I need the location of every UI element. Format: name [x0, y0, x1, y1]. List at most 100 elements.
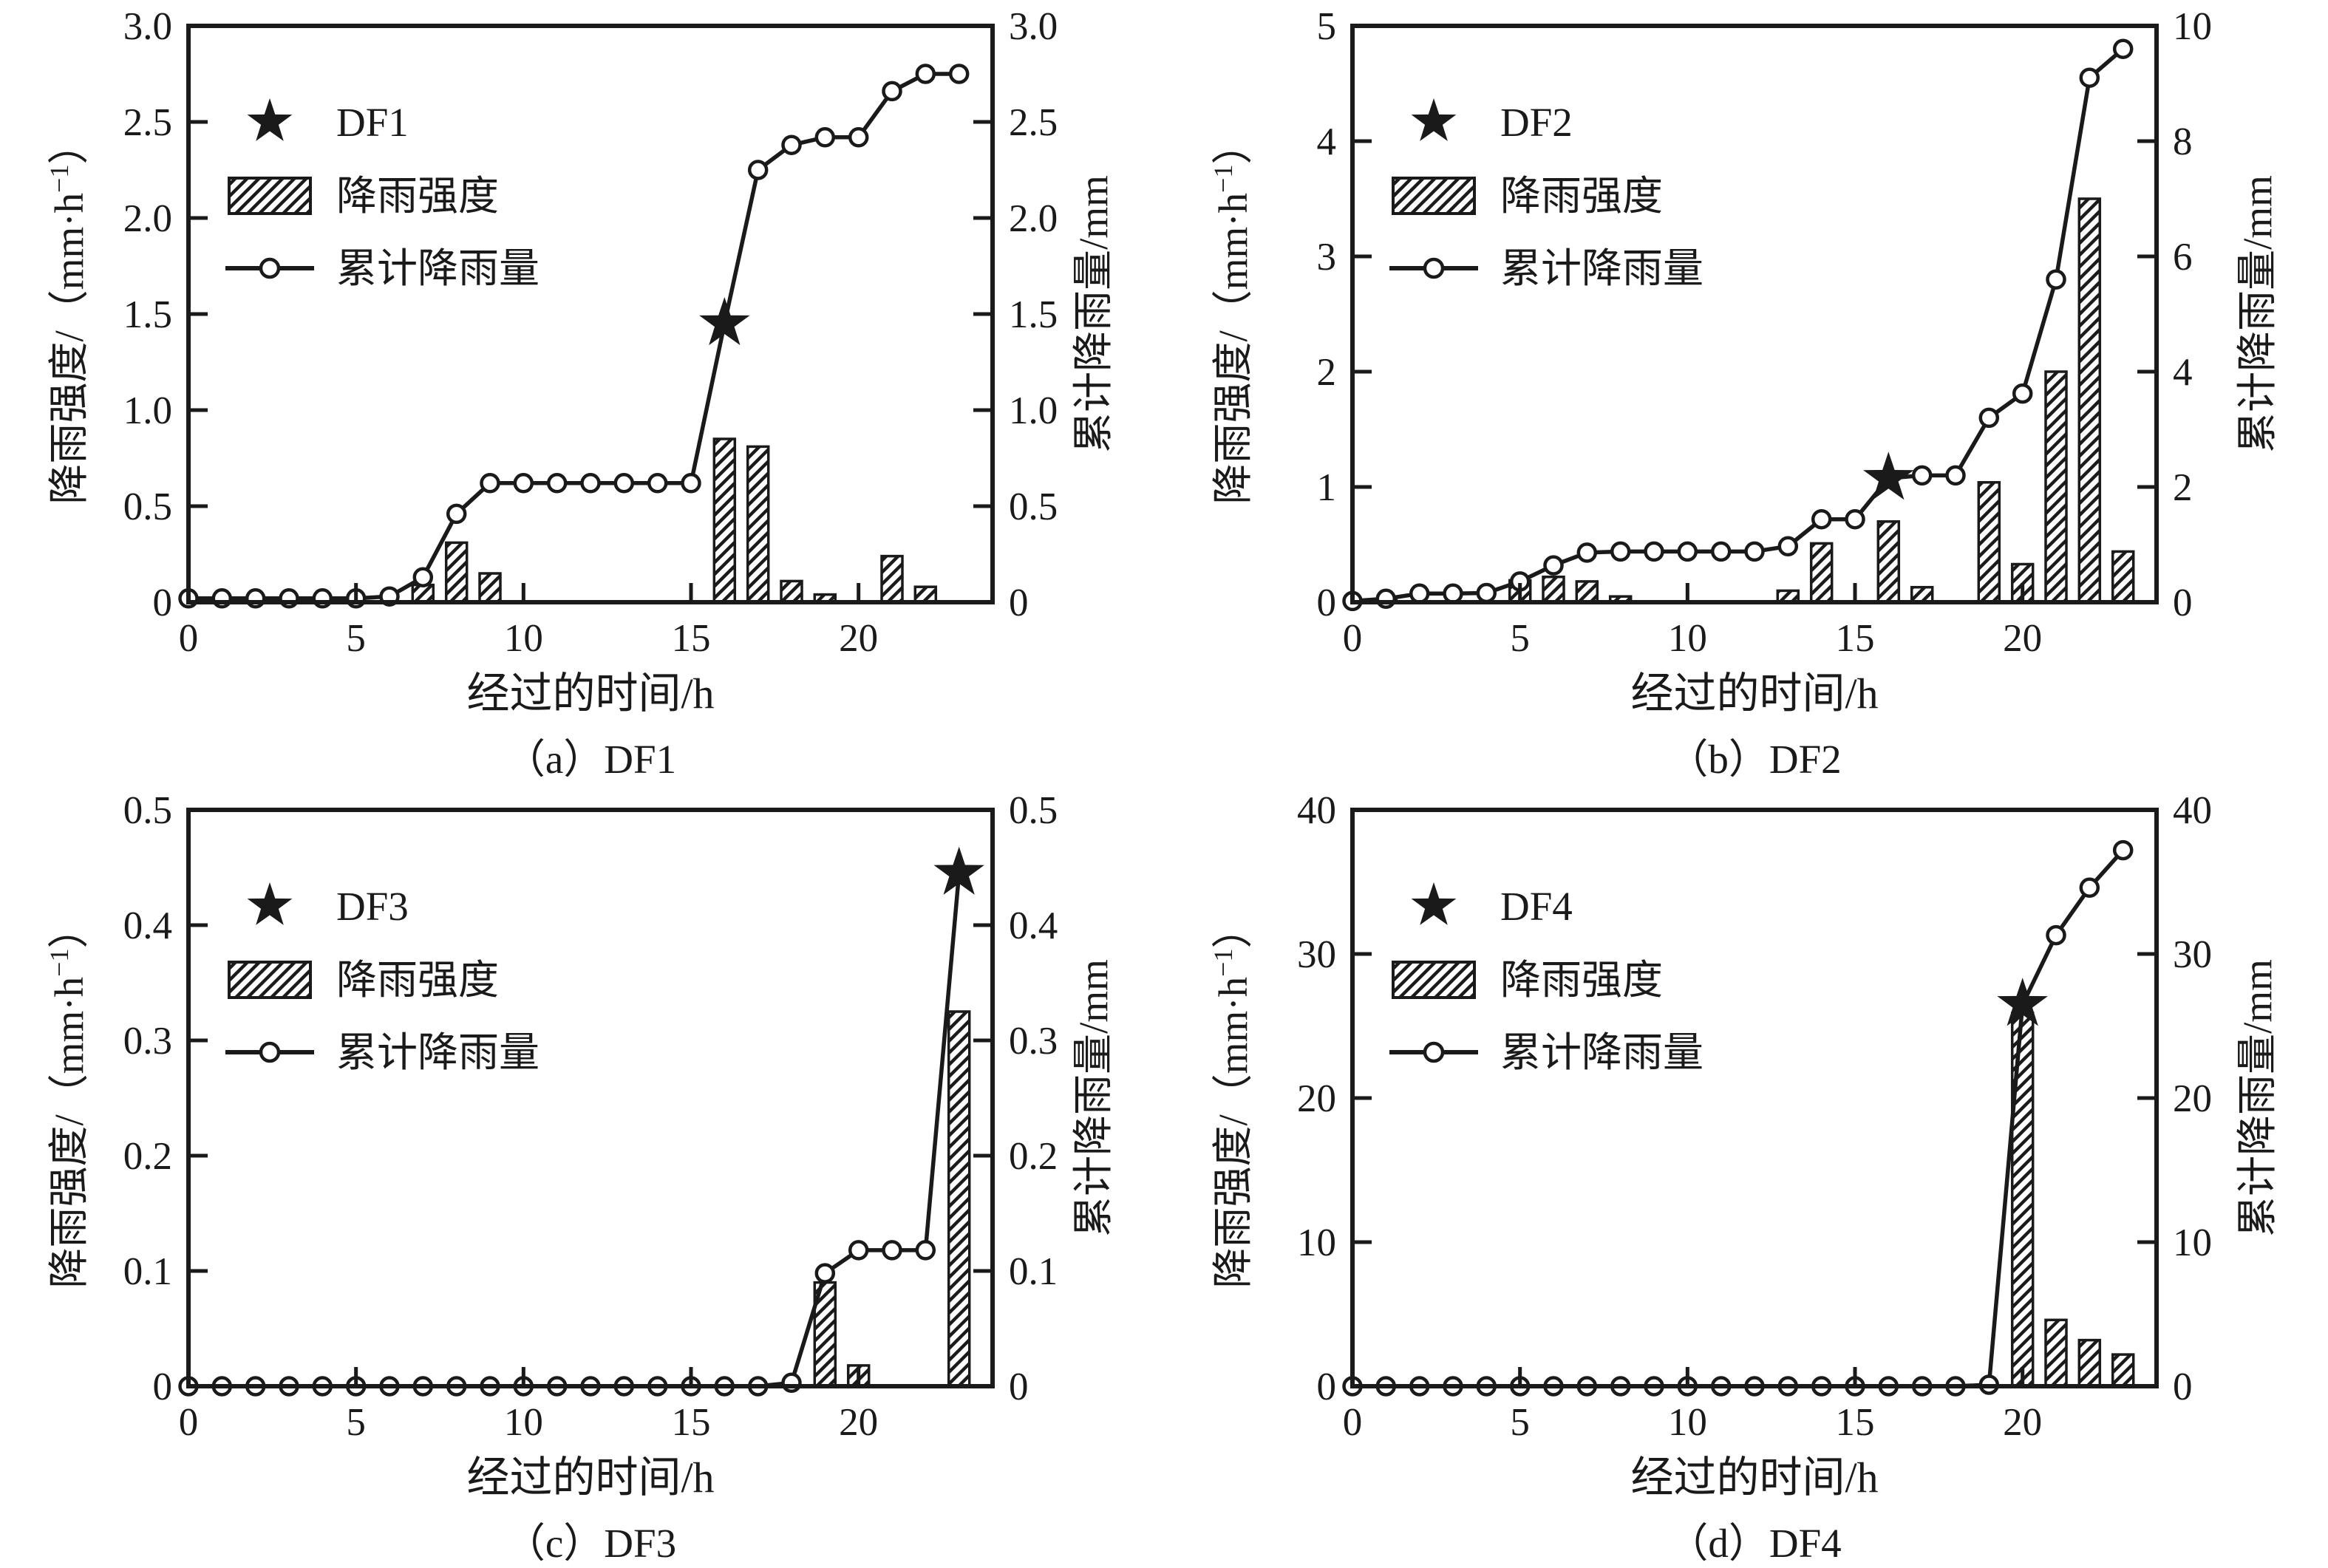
- x-axis-title: 经过的时间/h: [466, 669, 714, 717]
- panel-caption: （c）DF3: [505, 1521, 676, 1566]
- right-tick-label: 4: [2173, 351, 2193, 394]
- legend-star-icon: [247, 98, 293, 141]
- right-tick-label: 0.1: [1009, 1250, 1058, 1293]
- bar-hour-22: [913, 585, 938, 604]
- bar-hour-7: [1575, 580, 1599, 604]
- star-icon: [699, 297, 750, 346]
- circle-marker-icon: [848, 1240, 869, 1261]
- circle-marker-icon: [948, 64, 970, 84]
- legend-label: 降雨强度: [1500, 174, 1663, 219]
- panel-a: 0 0.5 1.0 1.5 2.0 2.5 3.0 0 0.5 1.0 1.5 2.0 2.5 3.0 0 5…: [0, 0, 1164, 784]
- star-icon: [1863, 451, 1914, 500]
- x-tick-label: 5: [1510, 617, 1530, 660]
- circle-marker-icon: [1443, 583, 1463, 604]
- circle-marker-icon: [1710, 541, 1732, 562]
- left-axis-title: 降雨强度/（mm·h−1）: [1208, 124, 1256, 505]
- chart-df2: 0 1 2 3 4 5 0 2 4 6 8 10 0 5 10 15 20 降雨强度/（mm·h−1） 累计降雨量/…: [1208, 5, 2280, 782]
- plot-area-df4: 0 10 20 30 40 0 10 20 30 40 0 5 10 15 20 降雨强度/（mm·h−1） 累…: [1208, 789, 2280, 1444]
- left-tick-label: 0: [153, 582, 173, 624]
- circle-marker-icon: [1409, 583, 1430, 604]
- right-tick-label: 1.5: [1009, 293, 1058, 336]
- circle-marker-icon: [412, 567, 434, 587]
- bar-hour-19: [1977, 481, 2001, 604]
- right-tick-label: 0: [2173, 1366, 2193, 1408]
- left-tick-label: 30: [1297, 933, 1336, 976]
- left-tick-label: 1: [1317, 466, 1337, 509]
- plot-area-df3: 0 0.1 0.2 0.3 0.4 0.5 0 0.1 0.2 0.3 0.4 0.5 0 5 10 15 20…: [44, 789, 1116, 1444]
- cumulative-rainfall-line: [188, 873, 962, 1388]
- left-tick-label: 5: [1317, 5, 1337, 48]
- legend-bar-swatch-icon: [228, 961, 312, 999]
- cumulative-rainfall-line: [1352, 848, 2125, 1388]
- x-tick-label: 0: [1343, 1401, 1363, 1444]
- x-tick-label: 20: [839, 1401, 878, 1444]
- right-tick-label: 0: [1009, 1366, 1029, 1408]
- x-axis: 0 5 10 15 20: [1343, 1367, 2042, 1444]
- panel-c: 0 0.1 0.2 0.3 0.4 0.5 0 0.1 0.2 0.3 0.4 0.5 0 5 10 15 20…: [0, 784, 1164, 1568]
- circle-marker-icon: [1945, 465, 1966, 486]
- left-tick-label: 0.2: [123, 1135, 172, 1178]
- left-tick-label: 0.4: [123, 904, 172, 947]
- bar-hour-8: [444, 541, 469, 604]
- left-tick-label: 0.3: [123, 1020, 172, 1063]
- x-axis-title: 经过的时间/h: [1630, 669, 1878, 717]
- bar-hour-23: [947, 1010, 971, 1388]
- x-tick-label: 15: [1836, 1401, 1875, 1444]
- circle-marker-icon: [1610, 541, 1631, 562]
- right-tick-label: 40: [2173, 789, 2212, 832]
- left-tick-label: 2.5: [123, 101, 172, 144]
- circle-marker-icon: [781, 1372, 802, 1394]
- x-tick-label: 5: [1510, 1401, 1530, 1444]
- x-tick-label: 0: [1343, 617, 1363, 660]
- bar-hour-22: [2077, 1338, 2102, 1388]
- bar-hour-21: [2044, 1318, 2068, 1388]
- left-axis: 0 0.1 0.2 0.3 0.4 0.5: [123, 789, 208, 1408]
- legend-label: 累计降雨量: [1500, 1030, 1704, 1075]
- right-tick-label: 2: [2173, 466, 2193, 509]
- x-axis: 0 5 10 15 20: [179, 583, 878, 660]
- legend-label: DF1: [336, 100, 409, 145]
- bar-hour-14: [1809, 542, 1834, 604]
- left-axis-title: 降雨强度/（mm·h−1）: [44, 124, 92, 505]
- panel-caption: （b）DF2: [1667, 737, 1841, 782]
- bar-hour-6: [1542, 575, 1565, 604]
- circle-marker-icon: [2012, 383, 2033, 404]
- right-tick-label: 1.0: [1009, 389, 1058, 432]
- circle-marker-icon: [513, 473, 534, 494]
- chart-df1: 0 0.5 1.0 1.5 2.0 2.5 3.0 0 0.5 1.0 1.5 2.0 2.5 3.0 0 5…: [44, 5, 1116, 782]
- bar-hour-18: [780, 579, 803, 604]
- x-tick-label: 15: [672, 1401, 711, 1444]
- x-tick-label: 0: [179, 617, 199, 660]
- x-axis: 0 5 10 15 20: [179, 1367, 878, 1444]
- cumulative-rainfall-line: [188, 72, 959, 601]
- legend-label: DF3: [336, 884, 409, 929]
- right-tick-label: 0: [2173, 582, 2193, 624]
- bar-hour-22: [2077, 197, 2102, 604]
- x-axis-title: 经过的时间/h: [1630, 1453, 1878, 1501]
- circle-marker-icon: [480, 473, 500, 494]
- bar-hour-17: [746, 445, 770, 604]
- circle-marker-icon: [681, 473, 701, 494]
- left-tick-label: 2.0: [123, 197, 172, 240]
- legend-label: 累计降雨量: [336, 246, 540, 291]
- right-tick-label: 6: [2173, 236, 2193, 279]
- circle-marker-icon: [2112, 839, 2134, 861]
- panel-caption: （d）DF4: [1667, 1521, 1841, 1566]
- right-axis: 0 0.1 0.2 0.3 0.4 0.5: [973, 789, 1058, 1408]
- legend-label: DF4: [1500, 884, 1573, 929]
- left-axis: 0 10 20 30 40: [1297, 789, 1372, 1408]
- circle-marker-icon: [2046, 269, 2066, 290]
- x-tick-label: 5: [346, 1401, 366, 1444]
- circle-marker-icon: [2079, 877, 2100, 899]
- circle-marker-icon: [2079, 67, 2100, 88]
- right-tick-label: 2.5: [1009, 101, 1058, 144]
- circle-marker-icon: [613, 473, 635, 494]
- left-tick-label: 10: [1297, 1221, 1336, 1264]
- circle-marker-icon: [882, 81, 902, 102]
- x-tick-label: 15: [672, 617, 711, 660]
- left-tick-label: 0: [1317, 582, 1337, 624]
- bar-hour-16: [712, 437, 737, 604]
- legend-bar-swatch-icon: [1392, 177, 1476, 215]
